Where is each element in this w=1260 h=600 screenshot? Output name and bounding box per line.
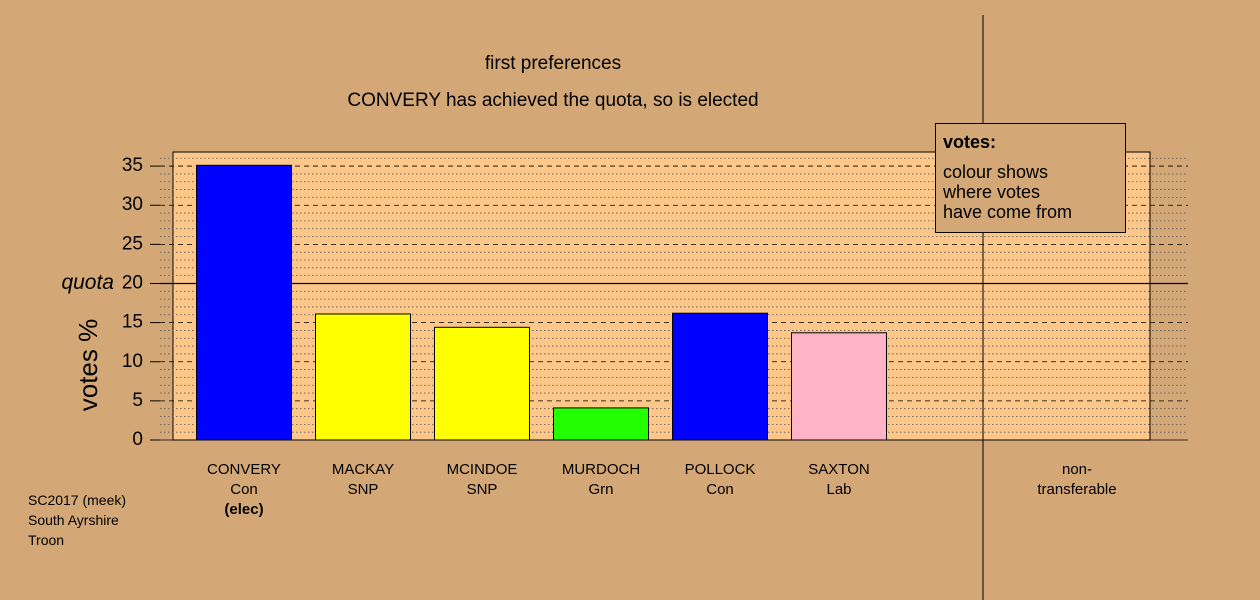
y-axis-label: votes % xyxy=(73,319,103,412)
x-tick-label: MCINDOE xyxy=(446,461,518,478)
y-tick-label: 35 xyxy=(122,155,143,176)
bar xyxy=(434,326,530,441)
party-label: Con xyxy=(230,481,258,498)
party-label: Con xyxy=(706,481,734,498)
bar xyxy=(196,164,292,441)
y-tick-label: 20 xyxy=(122,272,143,293)
party-label: SNP xyxy=(466,481,498,498)
legend-title: votes: xyxy=(943,132,997,152)
legend-text: colour shows where votes have come from xyxy=(943,162,1073,222)
y-tick-label: 5 xyxy=(132,390,143,411)
footer: SC2017 (meek) South Ayrshire Troon xyxy=(28,492,127,548)
y-tick-label: 15 xyxy=(122,312,143,333)
x-tick-label: CONVERY xyxy=(207,461,281,478)
legend: votes: colour shows where votes have com… xyxy=(935,123,1126,233)
bar xyxy=(553,407,649,441)
x-tick-label: SAXTON xyxy=(808,461,870,478)
chart-title: first preferences xyxy=(485,53,621,74)
bar xyxy=(315,313,411,441)
bar xyxy=(791,332,887,441)
party-label: Lab xyxy=(826,481,852,498)
quota-label: quota xyxy=(61,271,114,294)
y-tick-label: 0 xyxy=(132,429,143,450)
note-label: (elec) xyxy=(224,501,264,518)
party-label: Grn xyxy=(588,481,614,498)
x-tick-label: MACKAY xyxy=(331,461,395,478)
x-tick-label: non- transferable xyxy=(1037,461,1117,498)
party-label: SNP xyxy=(347,481,379,498)
y-tick-label: 30 xyxy=(122,194,143,215)
y-tick-label: 10 xyxy=(122,351,143,372)
y-tick-label: 25 xyxy=(122,233,143,254)
bar xyxy=(672,312,768,441)
x-tick-label: MURDOCH xyxy=(561,461,641,478)
x-tick-label: POLLOCK xyxy=(684,461,756,478)
chart-subtitle: CONVERY has achieved the quota, so is el… xyxy=(347,90,758,111)
